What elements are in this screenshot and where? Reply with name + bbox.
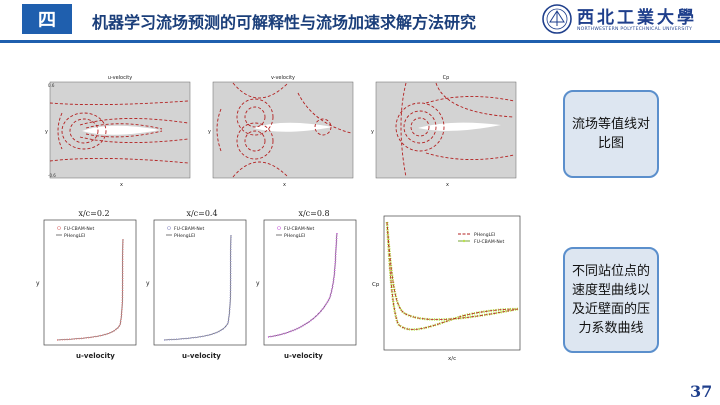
page-title: 机器学习流场预测的可解释性与流场加速求解方法研究 bbox=[92, 13, 477, 32]
svg-text:y: y bbox=[208, 129, 211, 135]
callout-text: 不同站位点的速度型曲线以及近壁面的压力系数曲线 bbox=[571, 264, 650, 336]
legend-item: FU-CBAM-Net bbox=[64, 226, 94, 232]
profile-title: x/c=0.8 bbox=[298, 209, 329, 218]
axis-label-x: x/c bbox=[448, 356, 456, 362]
page-number: 37 bbox=[690, 382, 713, 401]
contour-plot-cp: Cp y x bbox=[371, 75, 517, 188]
legend-item: PHengLEI bbox=[64, 233, 85, 239]
header-bar: 四 机器学习流场预测的可解释性与流场加速求解方法研究 西北工業大學 NORTHW… bbox=[0, 0, 720, 40]
svg-text:y: y bbox=[371, 129, 374, 135]
callout-contour-comparison: 流场等值线对比图 bbox=[563, 90, 659, 178]
profile-title: x/c=0.4 bbox=[186, 209, 217, 218]
plot-title: u-velocity bbox=[108, 75, 132, 81]
university-subtitle: NORTHWESTERN POLYTECHNICAL UNIVERSITY bbox=[577, 27, 693, 32]
section-badge: 四 bbox=[22, 4, 72, 34]
axis-label-x: u-velocity bbox=[182, 352, 221, 360]
axis-label-y: Cp bbox=[372, 282, 380, 288]
profile-title: x/c=0.2 bbox=[78, 209, 109, 218]
axis-label-y: y bbox=[146, 280, 150, 287]
legend: FU-CBAM-Net PHengLEI bbox=[276, 226, 314, 239]
plot-title: Cp bbox=[443, 75, 450, 81]
svg-text:-0.6: -0.6 bbox=[48, 173, 56, 178]
velocity-profile-plot-3: x/c=0.8 FU-CBAM-Net PHengLEI y u-velocit… bbox=[256, 209, 357, 360]
university-logo: 西北工業大學 NORTHWESTERN POLYTECHNICAL UNIVER… bbox=[541, 3, 713, 37]
callout-profile-comparison: 不同站位点的速度型曲线以及近壁面的压力系数曲线 bbox=[563, 247, 659, 353]
legend-item: FU-CBAM-Net bbox=[474, 239, 504, 245]
legend-item: PHengLEI bbox=[474, 232, 495, 238]
plot-title: v-velocity bbox=[271, 75, 295, 81]
contour-plot-v-velocity: v-velocity y x bbox=[208, 75, 354, 188]
header-rule bbox=[0, 40, 720, 43]
contour-plot-u-velocity: u-velocity y x 0.6 -0.6 bbox=[45, 75, 191, 188]
legend-item: PHengLEI bbox=[284, 233, 305, 239]
seal-icon bbox=[542, 4, 572, 34]
svg-text:0.6: 0.6 bbox=[48, 83, 55, 88]
axis-label-y: y bbox=[256, 280, 260, 287]
callout-text: 流场等值线对比图 bbox=[571, 117, 650, 151]
velocity-profile-plot-2: x/c=0.4 FU-CBAM-Net PHengLEI y u-velocit… bbox=[146, 209, 247, 360]
legend-item: FU-CBAM-Net bbox=[284, 226, 314, 232]
legend: FU-CBAM-Net PHengLEI bbox=[56, 226, 94, 239]
cp-distribution-plot: PHengLEI FU-CBAM-Net Cp x/c bbox=[372, 215, 521, 362]
legend: PHengLEI FU-CBAM-Net bbox=[458, 232, 504, 245]
svg-text:y: y bbox=[45, 129, 48, 135]
legend-item: FU-CBAM-Net bbox=[174, 226, 204, 232]
axis-label-x: u-velocity bbox=[76, 352, 115, 360]
svg-text:x: x bbox=[446, 182, 449, 188]
legend: FU-CBAM-Net PHengLEI bbox=[166, 226, 204, 239]
university-name: 西北工業大學 bbox=[577, 8, 697, 28]
svg-text:x: x bbox=[283, 182, 286, 188]
legend-item: PHengLEI bbox=[174, 233, 195, 239]
axis-label-y: y bbox=[36, 280, 40, 287]
velocity-profile-plot-1: x/c=0.2 FU-CBAM-Net PHengLEI y u-velocit… bbox=[36, 209, 137, 360]
axis-label-x: u-velocity bbox=[284, 352, 323, 360]
svg-text:x: x bbox=[120, 182, 123, 188]
